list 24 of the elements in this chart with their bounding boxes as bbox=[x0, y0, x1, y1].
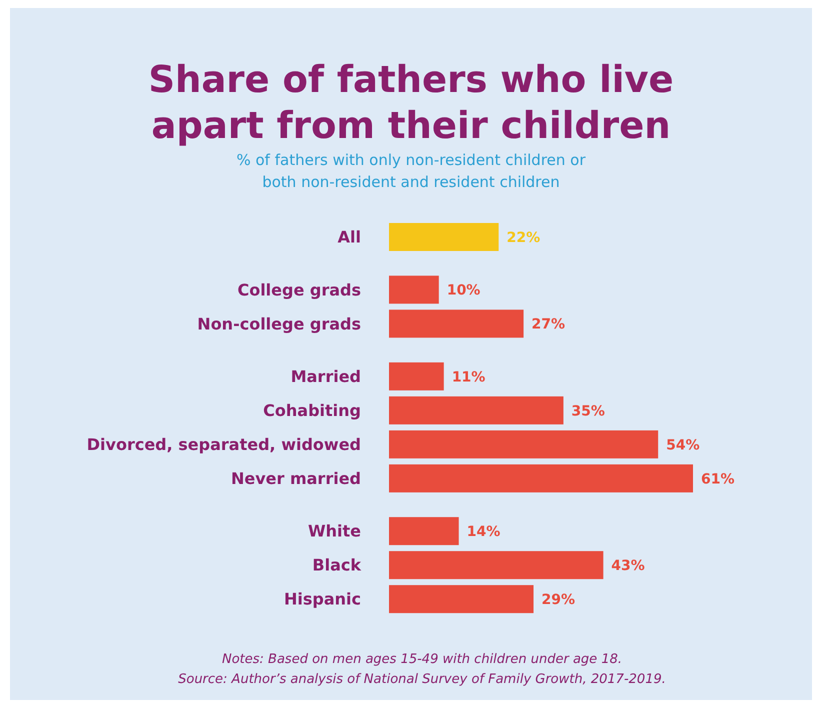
y-tick-label: Cohabiting bbox=[263, 401, 361, 420]
y-tick-label: Non-college grads bbox=[197, 314, 361, 334]
y-tick-label: Hispanic bbox=[284, 590, 361, 609]
y-tick-label: White bbox=[308, 522, 362, 541]
y-tick-label: Black bbox=[312, 556, 362, 575]
data-label: 27% bbox=[532, 316, 566, 333]
data-label: 14% bbox=[466, 524, 500, 540]
y-tick-label: Married bbox=[290, 367, 361, 386]
data-label: 61% bbox=[701, 471, 735, 488]
y-tick-label: All bbox=[338, 228, 361, 247]
y-tick-label: Divorced, separated, widowed bbox=[86, 435, 361, 454]
data-label: 54% bbox=[666, 437, 700, 454]
y-tick-label: College grads bbox=[237, 280, 361, 300]
data-label: 22% bbox=[506, 230, 540, 246]
source-note: Source: Author’s analysis of National Survey of Family Growth, 2017-2019. bbox=[178, 672, 666, 687]
chart-subtitle: % of fathers with only non-resident children or both non-resident and resident children bbox=[236, 151, 586, 191]
data-label: 10% bbox=[446, 282, 480, 299]
data-label: 11% bbox=[452, 369, 486, 386]
data-label: 35% bbox=[571, 403, 605, 420]
chart-title: Share of fathers who live apart from their children bbox=[148, 58, 674, 147]
text: Notes: Based on men ages 15-49 with children under age 18. bbox=[222, 652, 622, 667]
data-label: 43% bbox=[611, 558, 645, 574]
y-tick-label: Never married bbox=[230, 469, 361, 488]
data-label: 29% bbox=[542, 592, 576, 608]
